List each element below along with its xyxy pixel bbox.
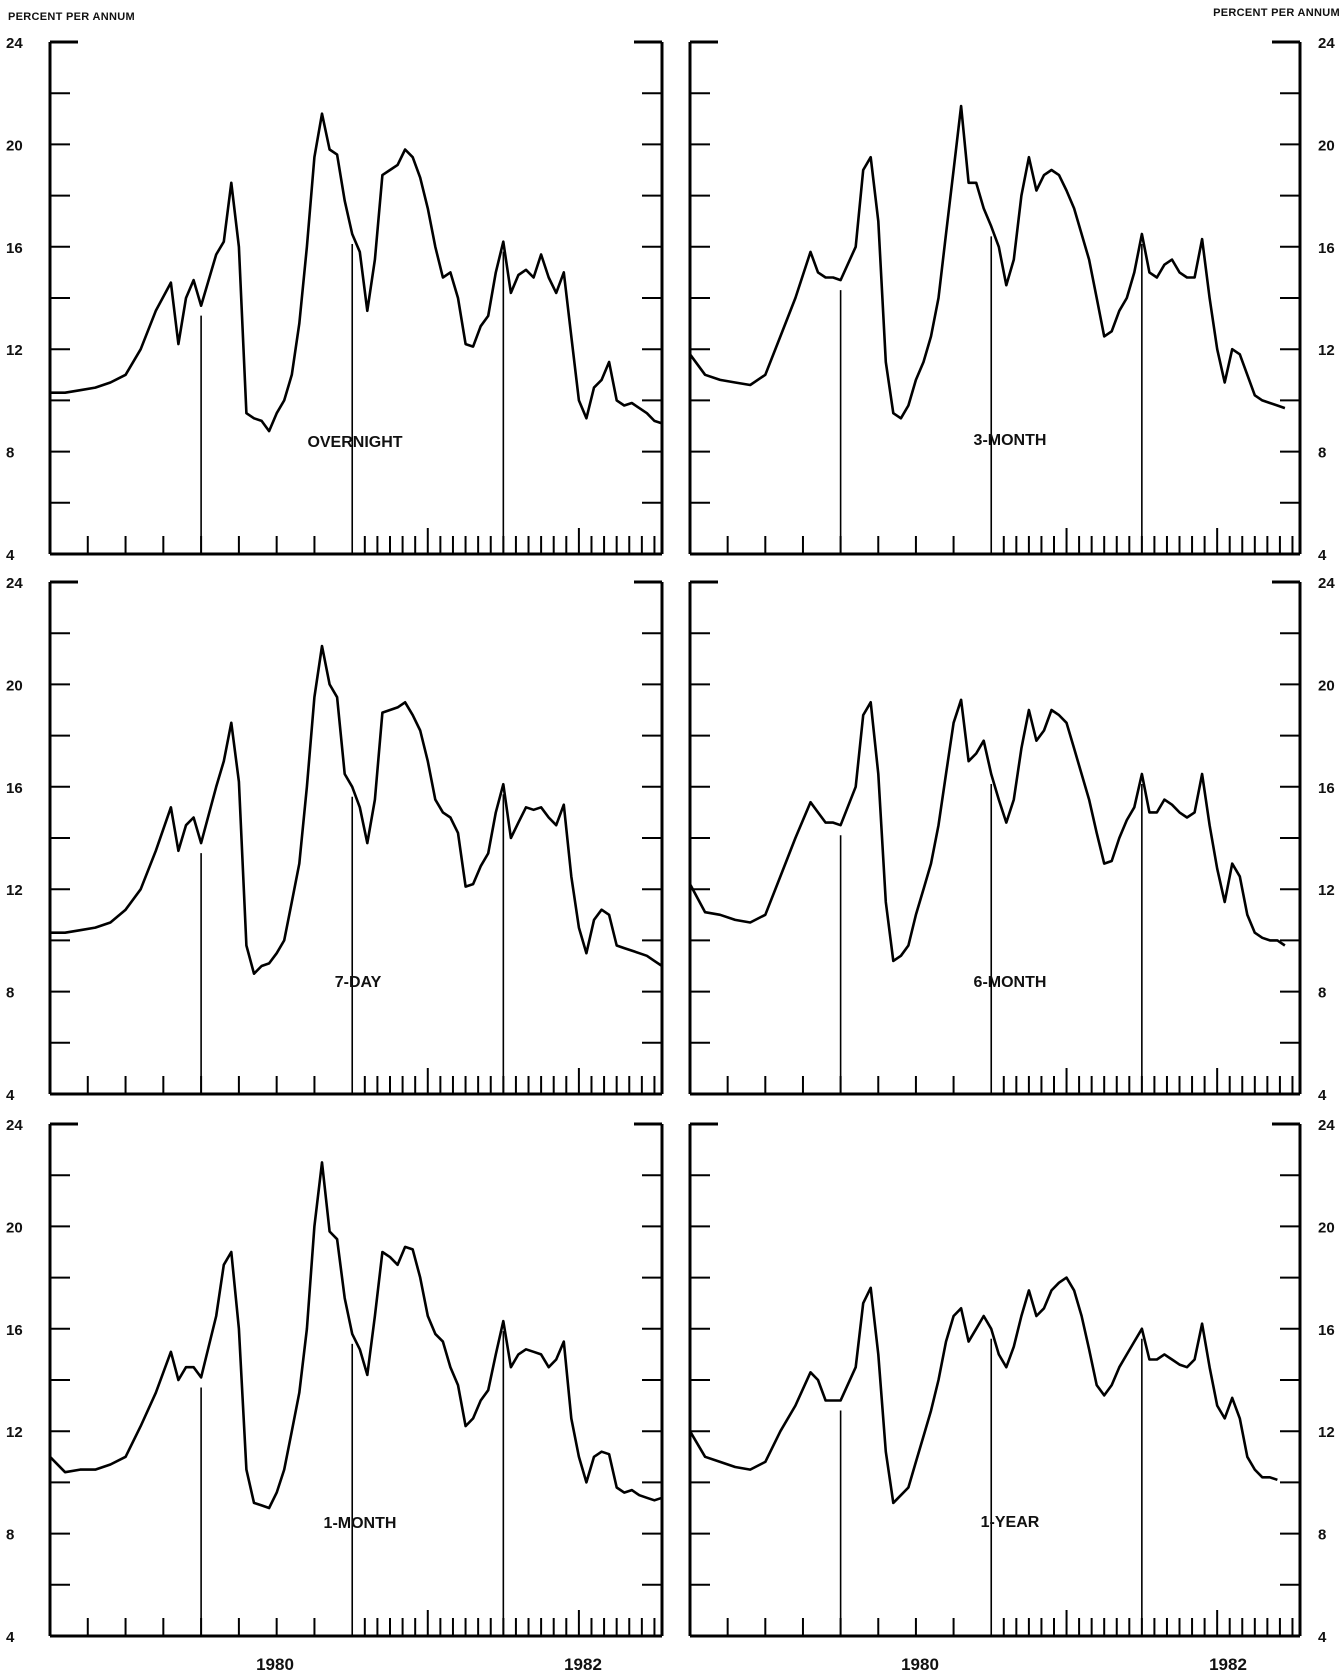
y-tick-label-8: 8	[1318, 1527, 1326, 1544]
panel-7-day: 4 8 12 16 20 24 7-DAY	[6, 575, 664, 1104]
panel-label-3-month: 3-MONTH	[974, 432, 1047, 449]
series-line-3-month	[688, 104, 1286, 420]
y-tick-label-4: 4	[6, 547, 15, 564]
series-line-1-month	[49, 1161, 663, 1510]
y-tick-label-12: 12	[1318, 1424, 1335, 1441]
y-tick-label-12: 12	[6, 882, 23, 899]
y-tick-label-24: 24	[6, 575, 23, 592]
panel-1-month: 4 8 12 16 20 24 1-MONTH	[6, 1117, 664, 1646]
series-line-overnight	[50, 112, 663, 433]
y-tick-label-24: 24	[6, 35, 23, 52]
panel-label-1-month: 1-MONTH	[324, 1515, 397, 1532]
y-tick-label-20: 20	[6, 137, 23, 154]
panel-label-6-month: 6-MONTH	[974, 974, 1047, 991]
y-tick-label-24: 24	[1318, 35, 1335, 52]
year-label-1980-left: 1980	[256, 1655, 294, 1674]
y-tick-label-20: 20	[6, 1219, 23, 1236]
y-tick-label-4: 4	[1318, 547, 1327, 564]
panel-label-7-day: 7-DAY	[335, 974, 382, 991]
right-unit-label: PERCENT PER ANNUM	[1213, 7, 1340, 19]
panel-6-month: 4 8 12 16 20 24 6-MONTH	[688, 575, 1335, 1104]
y-tick-label-12: 12	[1318, 882, 1335, 899]
series-line-7-day	[50, 644, 663, 975]
y-tick-label-4: 4	[1318, 1629, 1327, 1646]
y-tick-label-20: 20	[1318, 677, 1335, 694]
y-tick-label-8: 8	[6, 1527, 14, 1544]
y-tick-label-8: 8	[6, 445, 14, 462]
y-tick-label-4: 4	[1318, 1087, 1327, 1104]
y-tick-label-16: 16	[1318, 780, 1335, 797]
y-tick-label-16: 16	[6, 780, 23, 797]
y-tick-label-8: 8	[1318, 985, 1326, 1002]
y-tick-label-24: 24	[1318, 575, 1335, 592]
panel-1-year: 4 8 12 16 20 24 1-YEAR	[688, 1117, 1335, 1646]
y-tick-label-24: 24	[1318, 1117, 1335, 1134]
y-tick-label-20: 20	[6, 677, 23, 694]
y-tick-label-24: 24	[6, 1117, 23, 1134]
y-tick-label-4: 4	[6, 1629, 15, 1646]
year-label-1980-right: 1980	[901, 1655, 939, 1674]
y-tick-label-16: 16	[1318, 240, 1335, 257]
y-tick-label-12: 12	[6, 342, 23, 359]
series-line-1-year	[688, 1276, 1278, 1505]
panel-3-month: 4 8 12 16 20 24 3-MONTH	[688, 35, 1335, 564]
panel-overnight: 4 8 12 16 20 24 OVERNIGHT	[6, 35, 664, 564]
y-tick-label-8: 8	[1318, 445, 1326, 462]
year-label-1982-left: 1982	[564, 1655, 602, 1674]
y-tick-label-16: 16	[6, 240, 23, 257]
left-unit-label: PERCENT PER ANNUM	[8, 11, 135, 23]
y-tick-label-4: 4	[6, 1087, 15, 1104]
panel-label-1-year: 1-YEAR	[981, 1514, 1040, 1531]
y-tick-label-20: 20	[1318, 137, 1335, 154]
y-tick-label-16: 16	[6, 1322, 23, 1339]
y-tick-label-8: 8	[6, 985, 14, 1002]
panel-label-overnight: OVERNIGHT	[307, 434, 402, 451]
y-tick-label-16: 16	[1318, 1322, 1335, 1339]
y-tick-label-12: 12	[1318, 342, 1335, 359]
y-tick-label-12: 12	[6, 1424, 23, 1441]
year-label-1982-right: 1982	[1209, 1655, 1247, 1674]
series-line-6-month	[688, 698, 1286, 963]
y-tick-label-20: 20	[1318, 1219, 1335, 1236]
